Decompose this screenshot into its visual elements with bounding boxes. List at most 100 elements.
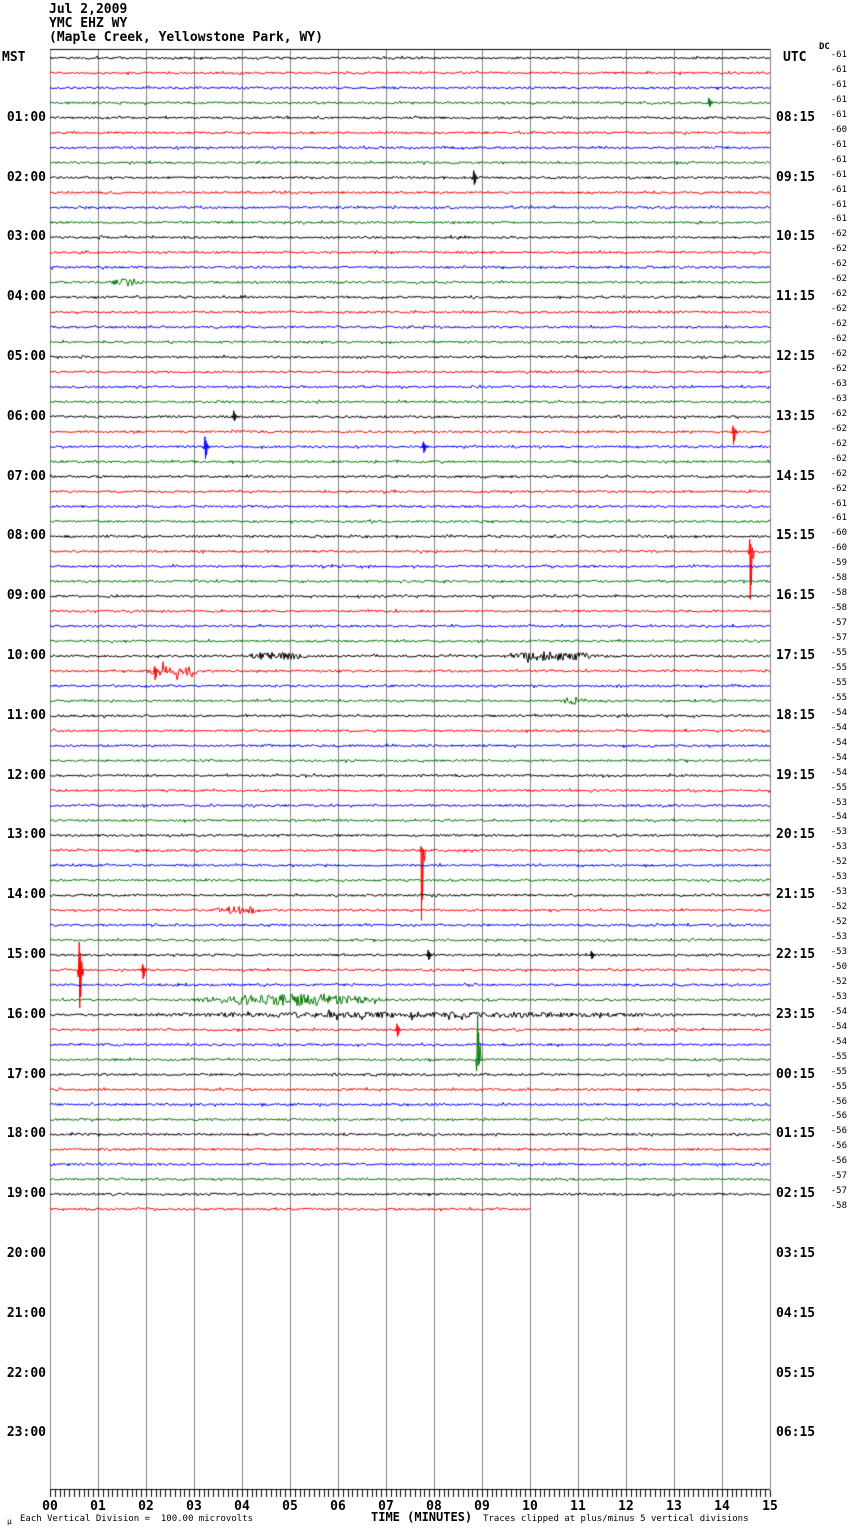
mst-hour-label: 07:00 [6, 468, 46, 484]
mst-hour-label: 09:00 [6, 588, 46, 604]
minute-tick-label: 02 [138, 1499, 154, 1514]
vertical-division-note: Each Vertical Division = 100.00 microvol… [20, 1514, 253, 1524]
utc-hour-label: 16:15 [776, 588, 816, 604]
mst-hour-label: 20:00 [6, 1246, 46, 1261]
dc-offset-value: -61 [830, 109, 847, 120]
utc-hour-label: 17:15 [776, 648, 816, 663]
utc-hour-label: 04:15 [776, 1305, 816, 1321]
dc-offset-value: -58 [830, 1201, 847, 1212]
mst-hour-label: 15:00 [6, 947, 46, 962]
clipping-note: Traces clipped at plus/minus 5 vertical … [483, 1514, 749, 1524]
dc-offset-value: -54 [830, 1036, 847, 1047]
utc-hour-label: 21:15 [776, 887, 816, 903]
minute-tick-label: 06 [330, 1499, 346, 1514]
minute-tick-label: 05 [282, 1499, 298, 1514]
minute-tick-label: 10 [522, 1499, 538, 1514]
utc-hour-label: 06:15 [776, 1425, 816, 1441]
dc-offset-value: -54 [830, 707, 847, 718]
minute-tick-label: 13 [666, 1499, 682, 1514]
dc-offset-value: -61 [830, 64, 847, 75]
dc-offset-value: -60 [830, 124, 847, 135]
dc-offset-value: -56 [830, 1126, 847, 1137]
minute-tick-label: 14 [714, 1499, 730, 1514]
minute-tick-label: 03 [186, 1499, 202, 1514]
station-location: (Maple Creek, Yellowstone Park, WY) [49, 30, 323, 45]
dc-offset-value: -56 [830, 1111, 847, 1122]
dc-offset-value: -54 [830, 767, 847, 778]
dc-offset-value: -53 [830, 827, 847, 838]
utc-hour-label: 14:15 [776, 468, 816, 484]
dc-offset-value: -59 [830, 558, 847, 569]
dc-offset-value: -52 [830, 976, 847, 987]
dc-offset-value: -55 [830, 648, 847, 658]
dc-offset-value: -57 [830, 1171, 847, 1182]
utc-hour-label: 01:15 [776, 1126, 816, 1142]
dc-offset-value: -62 [830, 304, 847, 315]
mst-hour-label: 18:00 [6, 1126, 46, 1142]
dc-offset-value: -61 [830, 513, 847, 524]
dc-offset-value: -54 [830, 1021, 847, 1032]
dc-offset-value: -54 [830, 737, 847, 748]
dc-offset-value: -53 [830, 932, 847, 943]
minute-tick-label: 15 [762, 1499, 778, 1514]
mst-hour-label: 16:00 [6, 1006, 46, 1022]
mst-hour-label: 11:00 [6, 707, 46, 723]
mst-hour-label: 23:00 [6, 1425, 46, 1441]
utc-hour-label: 22:15 [776, 947, 816, 962]
minute-tick-label: 11 [570, 1499, 586, 1514]
minute-tick-label: 08 [426, 1499, 442, 1514]
dc-offset-value: -62 [830, 259, 847, 270]
dc-offset-value: -52 [830, 917, 847, 928]
dc-offset-value: -54 [830, 722, 847, 733]
mst-axis-label: MST [2, 50, 26, 65]
mst-hour-label: 05:00 [6, 349, 46, 364]
dc-offset-value: -57 [830, 618, 847, 629]
dc-offset-value: -62 [830, 274, 847, 285]
dc-offset-value: -54 [830, 812, 847, 823]
dc-offset-value: -55 [830, 662, 847, 673]
dc-offset-value: -53 [830, 872, 847, 883]
utc-hour-label: 03:15 [776, 1246, 816, 1261]
mst-hour-label: 14:00 [6, 887, 46, 903]
dc-offset-value: -53 [830, 797, 847, 808]
dc-offset-value: -55 [830, 692, 847, 703]
dc-offset-value: -52 [830, 857, 847, 868]
dc-offset-value: -62 [830, 334, 847, 345]
mst-hour-label: 02:00 [6, 169, 46, 185]
utc-hour-label: 13:15 [776, 408, 816, 424]
dc-offset-value: -63 [830, 378, 847, 389]
mst-hour-label: 17:00 [6, 1066, 46, 1082]
dc-offset-value: -61 [830, 184, 847, 195]
dc-offset-value: -53 [830, 947, 847, 957]
dc-offset-value: -55 [830, 1081, 847, 1092]
minute-tick-label: 01 [90, 1499, 106, 1514]
utc-hour-label: 18:15 [776, 707, 816, 723]
dc-offset-value: -58 [830, 603, 847, 614]
microvolt-glyph: µ [7, 1517, 12, 1526]
dc-offset-value: -57 [830, 1186, 847, 1197]
utc-hour-label: 05:15 [776, 1365, 816, 1381]
dc-offset-value: -58 [830, 588, 847, 599]
mst-hour-label: 03:00 [6, 229, 46, 245]
minute-tick-label: 00 [42, 1499, 58, 1514]
dc-offset-value: -63 [830, 393, 847, 404]
dc-offset-value: -62 [830, 244, 847, 255]
utc-hour-label: 19:15 [776, 767, 816, 783]
dc-offset-value: -61 [830, 169, 847, 180]
mst-hour-label: 22:00 [6, 1365, 46, 1381]
dc-offset-value: -61 [830, 498, 847, 509]
dc-offset-value: -62 [830, 438, 847, 449]
mst-hour-label: 08:00 [6, 528, 46, 544]
station-code: YMC EHZ WY [49, 16, 128, 31]
dc-offset-value: -56 [830, 1141, 847, 1152]
dc-offset-value: -62 [830, 319, 847, 330]
utc-hour-label: 11:15 [776, 289, 816, 305]
mst-hour-label: 01:00 [6, 109, 46, 125]
dc-offset-value: -60 [830, 543, 847, 554]
dc-offset-value: -55 [830, 1066, 847, 1077]
utc-hour-label: 08:15 [776, 109, 816, 125]
mst-hour-label: 19:00 [6, 1186, 46, 1202]
utc-hour-label: 02:15 [776, 1186, 816, 1202]
